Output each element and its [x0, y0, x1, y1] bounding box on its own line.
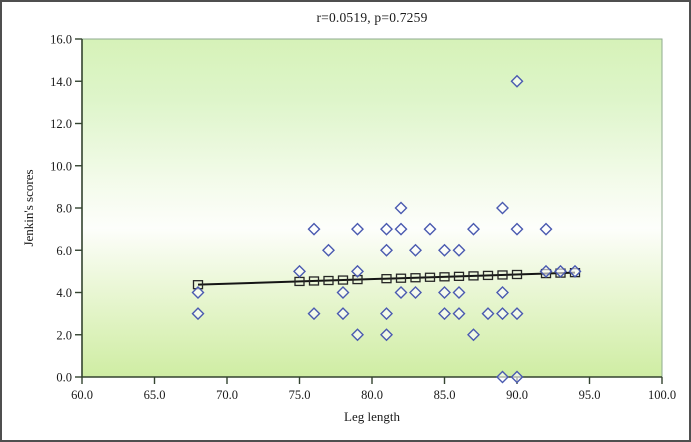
y-tick-label: 16.0 — [50, 33, 72, 47]
scatter-point — [394, 286, 408, 299]
scatter-point — [554, 264, 567, 278]
scatter-point — [351, 328, 364, 342]
x-tick-label: 100.0 — [648, 388, 676, 402]
y-tick-label: 0.0 — [56, 371, 72, 385]
scatter-point — [380, 328, 393, 342]
scatter-point — [307, 222, 321, 236]
scatter-point — [336, 307, 350, 321]
y-tick-label: 6.0 — [56, 244, 72, 258]
scatter-point — [568, 264, 582, 278]
scatter-point — [452, 307, 466, 321]
scatter-layer — [191, 74, 582, 384]
trend-marker — [482, 270, 494, 281]
x-tick-label: 65.0 — [144, 388, 166, 402]
scatter-point — [336, 286, 350, 299]
y-axis-label: Jenkin's scores — [21, 169, 36, 246]
x-tick-label: 95.0 — [579, 388, 601, 402]
y-tick-label: 10.0 — [50, 159, 72, 173]
trend-marker — [497, 270, 508, 280]
trend-marker — [308, 276, 320, 286]
x-tick-label: 90.0 — [506, 388, 528, 402]
x-tick-label: 80.0 — [361, 388, 383, 402]
trend-marker — [511, 269, 523, 280]
scatter-point — [394, 201, 408, 215]
scatter-point — [510, 370, 524, 384]
scatter-point — [496, 201, 509, 215]
scatter-point — [380, 243, 393, 257]
scatter-point — [510, 307, 524, 321]
scatter-point — [438, 286, 451, 299]
scatter-point — [191, 286, 205, 299]
scatter-point — [452, 243, 466, 257]
y-tick-label: 4.0 — [56, 286, 72, 300]
plot-area — [82, 39, 662, 377]
scatter-point — [351, 222, 364, 236]
trend-marker — [337, 275, 349, 285]
x-tick-label: 60.0 — [71, 388, 93, 402]
x-tick-label: 75.0 — [289, 388, 311, 402]
scatter-point — [496, 370, 509, 384]
scatter-point — [539, 222, 553, 236]
scatter-point — [293, 264, 306, 278]
scatter-point — [452, 286, 466, 299]
scatter-point — [409, 243, 422, 257]
trend-marker — [424, 272, 436, 282]
x-axis-ticks: 60.0 65.0 70.0 75.0 80.0 85.0 90.0 95.0 100.0 — [71, 377, 676, 402]
trend-marker — [395, 273, 407, 283]
scatter-point — [409, 286, 422, 299]
scatter-point — [510, 222, 524, 236]
scatter-point — [481, 307, 495, 321]
trend-marker — [323, 275, 334, 286]
scatter-point — [438, 307, 451, 321]
scatter-point — [380, 307, 393, 321]
scatter-point — [467, 328, 480, 342]
scatter-point — [496, 307, 509, 321]
trend-marker — [468, 271, 479, 281]
trend-marker — [439, 272, 450, 282]
x-tick-label: 85.0 — [434, 388, 456, 402]
scatter-point — [322, 243, 335, 257]
scatter-point — [423, 222, 437, 236]
chart-title: r=0.0519, p=0.7259 — [316, 10, 428, 25]
scatter-point — [394, 222, 408, 236]
scatter-point — [191, 307, 205, 321]
y-tick-label: 12.0 — [50, 117, 72, 131]
scatter-point — [510, 74, 524, 88]
scatter-point — [496, 286, 509, 299]
scatter-point — [467, 222, 480, 236]
scatter-point — [438, 243, 451, 257]
y-tick-label: 2.0 — [56, 328, 72, 342]
trend-marker — [410, 273, 421, 283]
trend-marker — [453, 271, 465, 281]
scatter-point — [351, 264, 364, 278]
scatter-point — [380, 222, 393, 236]
x-tick-label: 70.0 — [216, 388, 238, 402]
trend-marker — [381, 274, 392, 284]
y-tick-label: 8.0 — [56, 202, 72, 216]
scatter-point — [539, 264, 553, 278]
y-axis-ticks: 0.0 2.0 4.0 6.0 8.0 10.0 12.0 14.0 16.0 — [50, 33, 82, 385]
scatter-point — [307, 307, 321, 321]
x-axis-label: Leg length — [344, 409, 400, 424]
y-tick-label: 14.0 — [50, 75, 72, 89]
